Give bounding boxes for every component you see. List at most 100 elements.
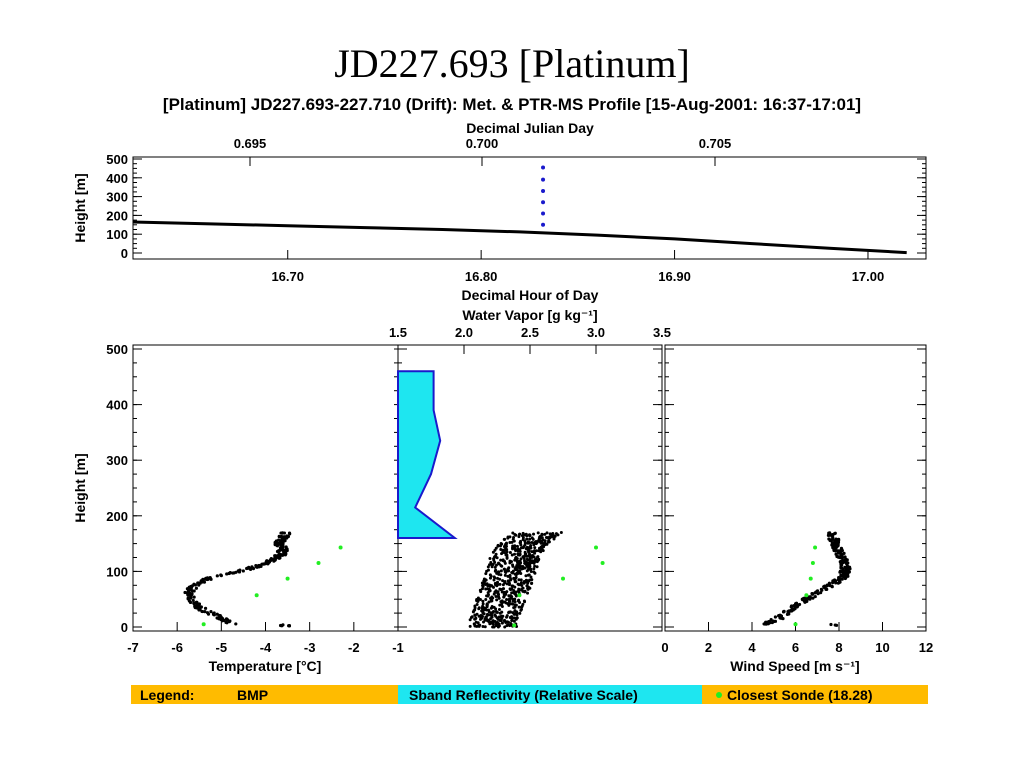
bmp-point [523,541,527,545]
bmp-point [819,591,823,595]
bmp-point [501,579,505,583]
bmp-point [480,587,484,591]
bmp-point [511,537,515,541]
x-tick-label-a: 16.80 [465,269,498,284]
bmp-point [263,562,267,566]
bmp-point [525,534,529,538]
bmp-point [209,610,213,614]
time-height-panel: Decimal Julian Day Decimal Hour of Day H… [72,120,927,303]
bmp-point [825,587,829,591]
bmp-point [533,549,537,553]
bmp-point [836,538,840,542]
bmp-point [516,589,520,593]
bmp-point [493,565,497,569]
bmp-point [833,549,838,553]
bmp-point [274,539,278,543]
bmp-point [498,603,502,607]
bmp-point [492,592,496,596]
bmp-point [541,549,545,553]
bmp-point [836,543,840,548]
bmp-point [505,555,509,559]
x-tick-label-d: 12 [919,640,933,655]
sband-time-marker [541,200,546,205]
temperature-frame [132,344,399,632]
bmp-point [195,600,199,604]
bmp-point [511,611,515,615]
bmp-point [781,610,786,614]
bmp-point [542,542,546,546]
bmp-point [500,605,504,609]
sonde-point [810,561,815,566]
bmp-point [519,546,523,550]
bmp-point [281,548,285,552]
bmp-point [193,604,197,608]
bmp-point [485,605,489,609]
top-tick-label-c: 2.0 [455,325,473,340]
bmp-point [516,582,520,586]
legend-sonde: Closest Sonde (18.28) [727,687,873,703]
bmp-point [533,540,537,544]
sonde-point [594,545,598,550]
bmp-point [533,564,537,568]
bmp-point [499,569,503,573]
bmp-point [502,594,506,598]
bmp-point [547,540,551,544]
bmp-point [278,556,282,560]
bmp-point [494,610,498,614]
bmp-point [830,534,834,538]
wind-speed-panel: Wind Speed [m s⁻¹] 0 2 4 6 8 10 12 [661,344,933,674]
top-tick-label-c: 3.5 [653,325,671,340]
x-axis-label-hour: Decimal Hour of Day [462,287,599,303]
y-tick-label-a: 0 [121,246,128,261]
x-tick-label-d: 8 [835,640,842,655]
bmp-point [487,619,491,623]
x-tick-label-d: 0 [661,640,668,655]
bmp-point [481,624,485,628]
bmp-point [505,590,509,594]
bmp-point [499,558,503,562]
bmp-point [507,581,511,585]
x-tick-label-b: -7 [127,640,139,655]
bmp-point [492,575,496,579]
bmp-point [524,574,528,578]
bmp-point [495,556,499,560]
bmp-point [793,604,798,608]
bmp-point [483,618,487,622]
bmp-point [477,614,481,618]
bmp-point [485,594,489,598]
bmp-point [517,598,521,602]
bmp-point [503,625,507,629]
bmp-point [499,544,503,548]
bmp-point [535,565,539,569]
bmp-point [526,558,530,562]
sband-time-marker [541,222,546,227]
bmp-point [203,610,207,614]
bmp-point [202,580,207,584]
bmp-point [544,535,548,539]
bmp-point [197,607,201,612]
bmp-point [499,573,503,577]
bmp-point [511,563,515,567]
bmp-point [185,591,189,595]
bmp-point [225,572,229,576]
sband-time-marker [541,165,546,170]
bmp-point [533,571,537,575]
water-vapor-panel: Water Vapor [g kg⁻¹] 1.5 2.0 2.5 3.0 3.5 [389,307,671,632]
bmp-point [514,549,518,553]
bmp-point [527,579,531,583]
bmp-point [505,582,509,586]
bmp-point [518,548,522,552]
bmp-point [500,621,504,625]
bmp-point [500,601,504,605]
bmp-point [255,565,259,569]
x-tick-label-b: -6 [171,640,183,655]
chart-title: [Platinum] JD227.693-227.710 (Drift): Me… [163,95,861,114]
bmp-point [497,615,501,619]
bmp-point [523,554,527,558]
bmp-point [512,619,516,623]
bmp-point [831,546,835,550]
x-tick-label-d: 10 [875,640,889,655]
bmp-point [501,614,505,618]
bmp-point [496,594,500,598]
bmp-point [838,551,843,556]
